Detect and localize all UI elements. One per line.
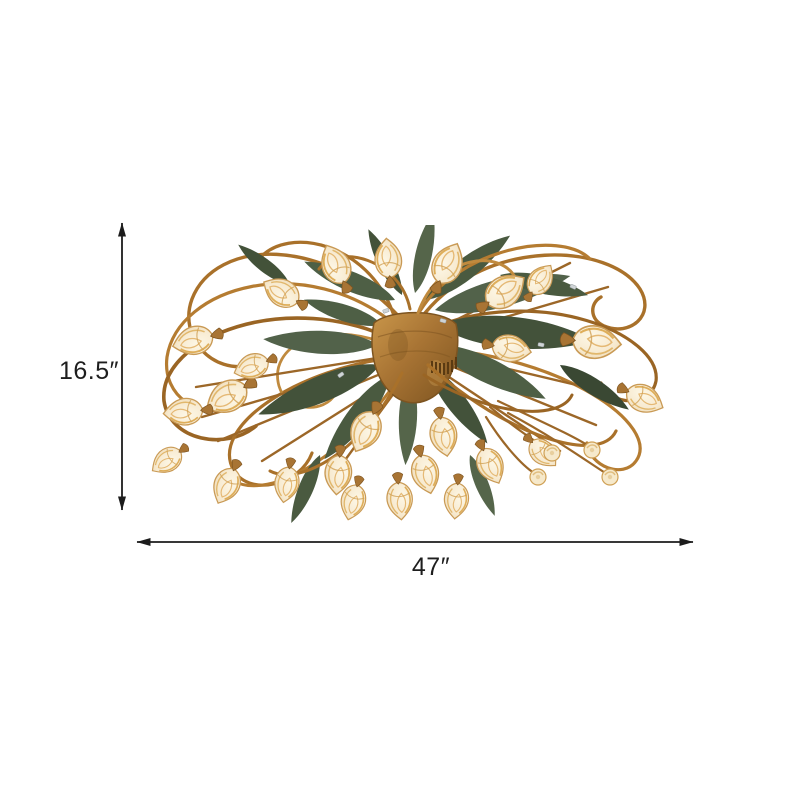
width-dimension-label: 47″ bbox=[411, 553, 451, 581]
ceiling-light-image bbox=[145, 225, 670, 526]
height-dimension-label: 16.5″ bbox=[58, 357, 119, 385]
metal-connectors bbox=[337, 283, 577, 378]
canopy-dome bbox=[371, 311, 459, 404]
